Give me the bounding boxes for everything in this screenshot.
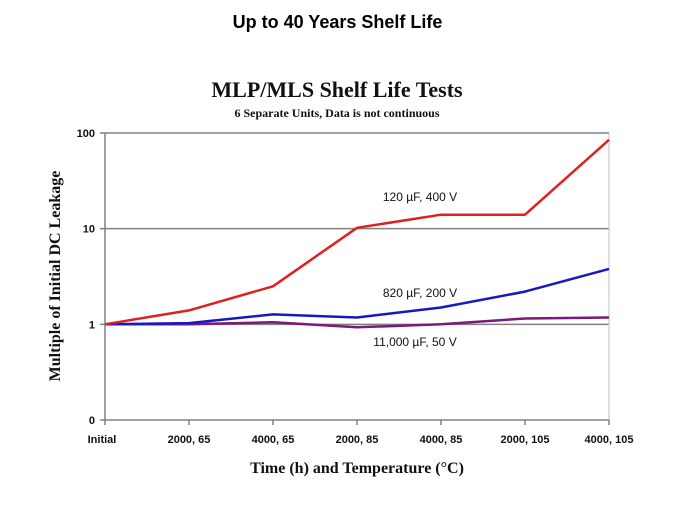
- y-tick-label: 0: [89, 415, 95, 427]
- x-tick-label: 2000, 105: [501, 434, 550, 446]
- series-label: 11,000 µF, 50 V: [373, 335, 456, 349]
- series-line: [104, 138, 610, 326]
- chart-title: MLP/MLS Shelf Life Tests: [211, 77, 463, 102]
- plot-area: 0 1 10 100 Initial 2000, 65 4000, 65 2000, 85 40…: [77, 128, 634, 446]
- slide-title: Up to 40 Years Shelf Life: [232, 12, 443, 32]
- x-tick-label: 4000, 105: [585, 434, 634, 446]
- y-tick-label: 100: [77, 128, 95, 140]
- x-tick-label: 4000, 85: [420, 434, 463, 446]
- x-tick-label: 2000, 65: [168, 434, 211, 446]
- series-line: [104, 267, 610, 326]
- x-tick-label: 4000, 65: [252, 434, 295, 446]
- y-axis-label: Multiple of Initial DC Leakage: [47, 171, 64, 382]
- chart-subtitle: 6 Separate Units, Data is not continuous: [234, 106, 439, 120]
- series-label: 820 µF, 200 V: [383, 286, 457, 300]
- x-tick-label: Initial: [88, 434, 117, 446]
- y-tick-label: 10: [83, 224, 95, 236]
- x-tick-label: 2000, 85: [336, 434, 379, 446]
- series-label: 120 µF, 400 V: [383, 190, 457, 204]
- y-tick-label: 1: [89, 319, 95, 331]
- x-axis-label: Time (h) and Temperature (°C): [250, 460, 464, 477]
